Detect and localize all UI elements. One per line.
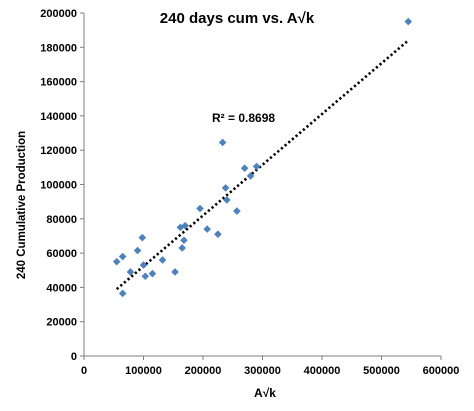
data-point [133, 246, 142, 255]
y-axis-label: 240 Cumulative Production [16, 131, 28, 279]
data-point [246, 172, 255, 180]
data-point [196, 204, 204, 213]
trendline [115, 39, 410, 291]
x-tick-label: 300000 [244, 365, 281, 377]
data-point [148, 269, 157, 278]
data-point [252, 162, 261, 171]
y-tick-label: 180000 [40, 42, 77, 54]
data-point [118, 252, 127, 261]
x-tick-label: 100000 [125, 365, 162, 377]
data-point [240, 164, 249, 173]
r-squared-label: R² = 0.8698 [212, 111, 275, 125]
y-tick-label: 120000 [40, 145, 77, 157]
x-axis-label: A√k [254, 386, 276, 400]
data-point [138, 233, 147, 242]
data-point [112, 257, 121, 266]
y-tick-label: 80000 [46, 214, 77, 226]
x-tick-label: 600000 [423, 365, 460, 377]
data-point [118, 289, 127, 298]
data-point [178, 244, 186, 252]
y-tick-label: 60000 [46, 248, 77, 260]
data-point [214, 230, 222, 239]
data-point [158, 256, 167, 264]
data-point [181, 221, 189, 230]
y-tick-label: 20000 [46, 317, 77, 329]
y-tick-label: 140000 [40, 111, 77, 123]
data-point [126, 268, 135, 276]
data-point [233, 207, 241, 215]
y-tick-label: 100000 [40, 180, 77, 192]
data-point [221, 184, 230, 192]
x-tick-label: 200000 [185, 365, 222, 377]
data-point [203, 225, 211, 233]
y-tick-label: 160000 [40, 77, 77, 89]
data-point [404, 17, 413, 26]
y-tick-label: 0 [71, 351, 77, 363]
data-point [218, 138, 227, 147]
data-point [171, 268, 179, 276]
data-point [223, 196, 231, 204]
data-point [180, 236, 188, 245]
plot-area: 0 100000 200000 300000 400000 500000 600000 0 20… [40, 8, 459, 377]
y-tick-label: 200000 [40, 8, 77, 20]
x-tick-label: 400000 [304, 365, 341, 377]
x-tick-label: 0 [81, 365, 87, 377]
y-tick-label: 40000 [46, 282, 77, 294]
x-tick-label: 500000 [363, 365, 400, 377]
chart-title: 240 days cum vs. A√k [160, 10, 315, 27]
data-point [141, 272, 150, 281]
data-point [139, 261, 148, 269]
